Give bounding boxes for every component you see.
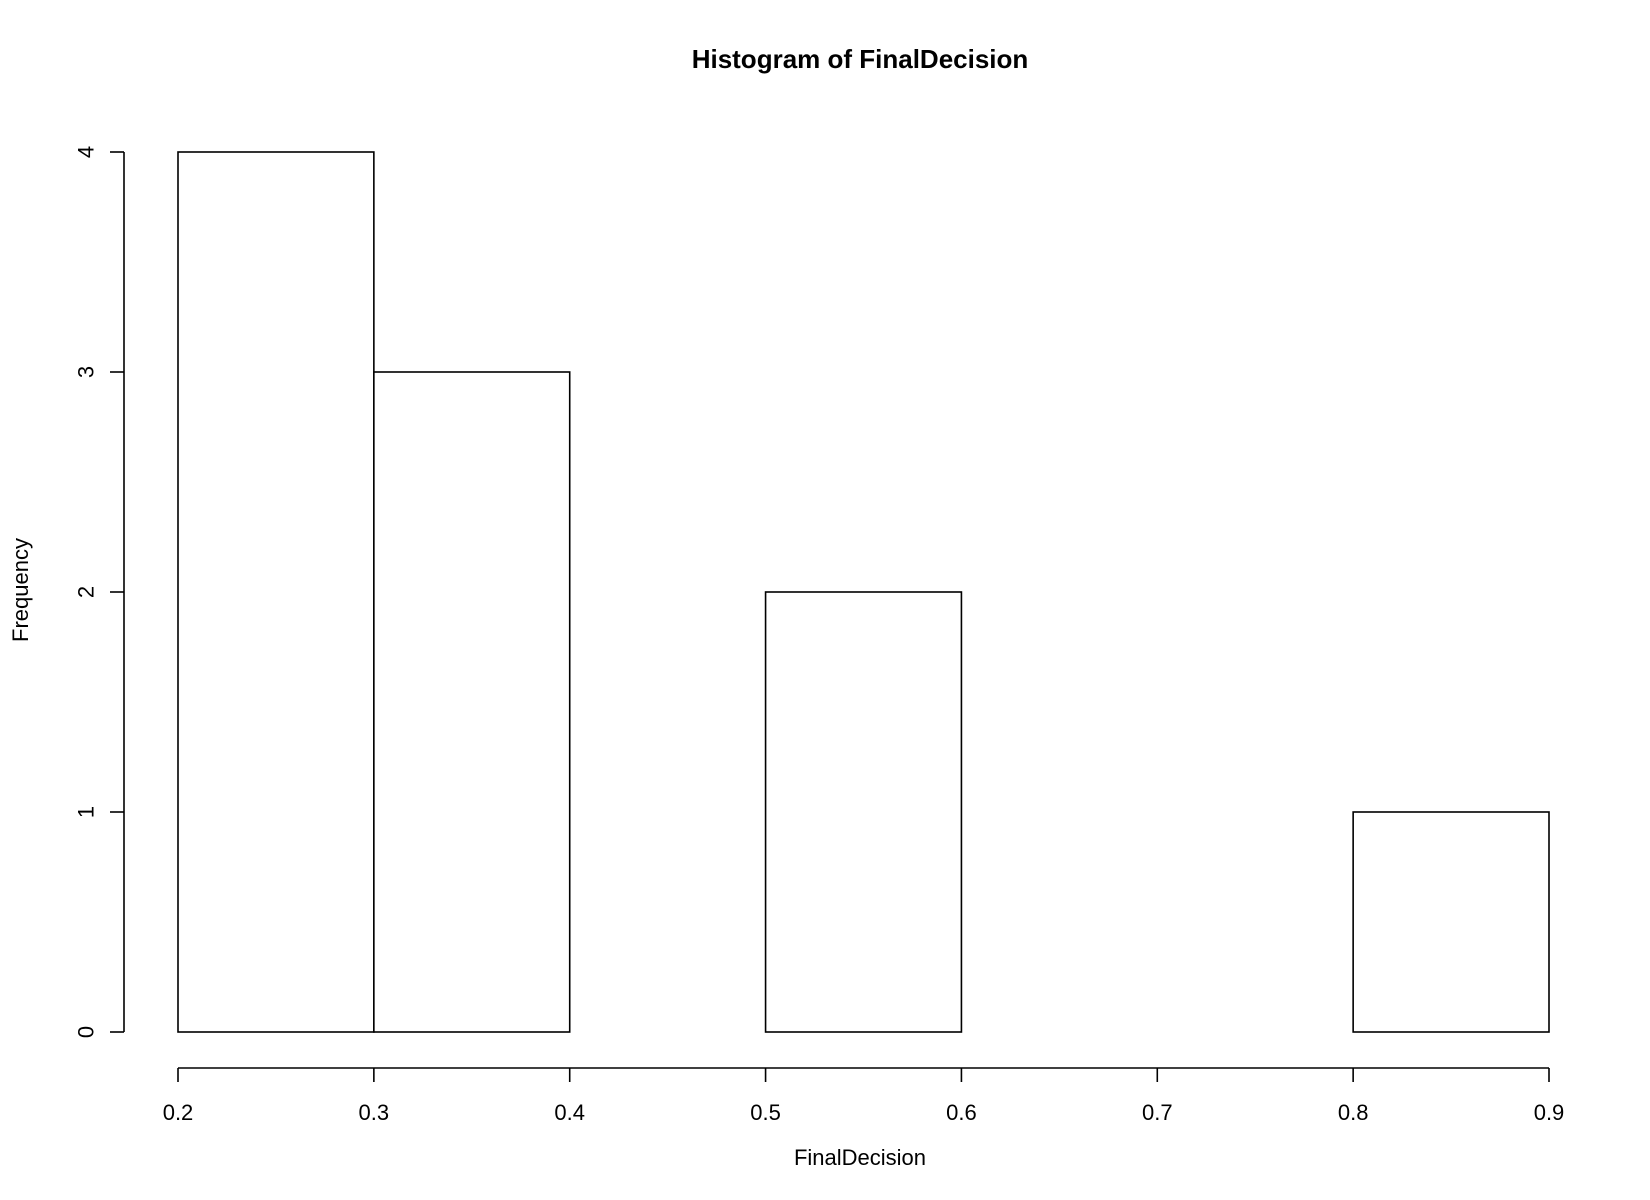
x-tick-label-2: 0.4 bbox=[554, 1100, 585, 1125]
bar-3 bbox=[764, 591, 963, 1033]
x-tick-label-0: 0.2 bbox=[163, 1100, 194, 1125]
x-tick-label-3: 0.5 bbox=[750, 1100, 781, 1125]
bars-group bbox=[177, 151, 1550, 1033]
chart-title: Histogram of FinalDecision bbox=[692, 44, 1029, 74]
y-tick-label-2: 2 bbox=[74, 586, 99, 598]
y-tick-label-1: 1 bbox=[74, 806, 99, 818]
y-tick-label-3: 3 bbox=[74, 366, 99, 378]
x-tick-label-4: 0.6 bbox=[946, 1100, 977, 1125]
x-tick-label-1: 0.3 bbox=[359, 1100, 390, 1125]
x-tick-label-6: 0.8 bbox=[1338, 1100, 1369, 1125]
bar-1 bbox=[373, 371, 571, 1033]
x-tick-label-7: 0.9 bbox=[1534, 1100, 1565, 1125]
y-tick-label-0: 0 bbox=[74, 1026, 99, 1038]
x-axis: 0.2 0.3 0.4 0.5 0.6 0.7 0.8 0.9 bbox=[163, 1067, 1565, 1125]
bar-0 bbox=[177, 151, 375, 1033]
y-axis-label: Frequency bbox=[8, 538, 33, 642]
y-axis: 0 1 2 3 4 bbox=[74, 146, 125, 1038]
bar-6 bbox=[1352, 811, 1550, 1033]
x-axis-label: FinalDecision bbox=[794, 1145, 926, 1170]
x-tick-label-5: 0.7 bbox=[1142, 1100, 1173, 1125]
y-tick-label-4: 4 bbox=[74, 146, 99, 158]
